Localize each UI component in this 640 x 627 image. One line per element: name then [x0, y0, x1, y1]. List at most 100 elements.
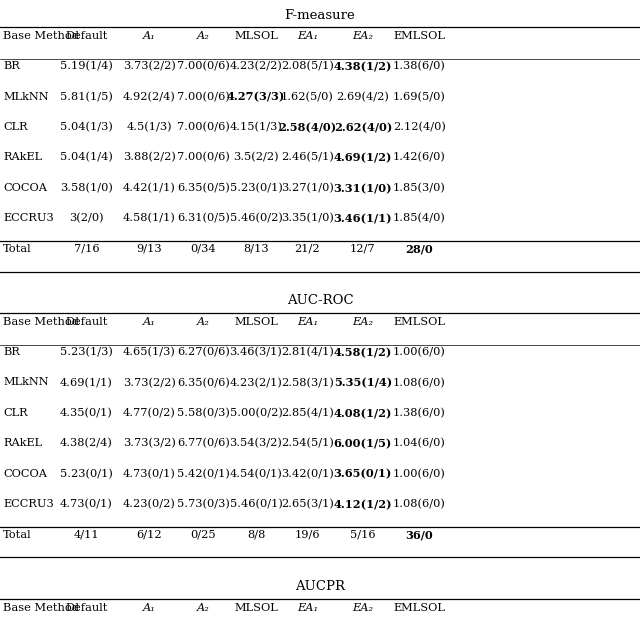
Text: EA₁: EA₁ [297, 31, 317, 41]
Text: 1.62(5/0): 1.62(5/0) [281, 92, 333, 102]
Text: 4.54(0/1): 4.54(0/1) [230, 468, 282, 479]
Text: A₂: A₂ [197, 31, 210, 41]
Text: 7.00(0/6): 7.00(0/6) [177, 92, 230, 102]
Text: 5.58(0/3): 5.58(0/3) [177, 408, 230, 418]
Text: 1.85(4/0): 1.85(4/0) [393, 213, 445, 223]
Text: 6.27(0/6): 6.27(0/6) [177, 347, 230, 357]
Text: 2.58(3/1): 2.58(3/1) [281, 377, 333, 387]
Text: EMLSOL: EMLSOL [393, 603, 445, 613]
Text: RAkEL: RAkEL [3, 438, 42, 448]
Text: ECCRU3: ECCRU3 [3, 499, 54, 509]
Text: 4/11: 4/11 [74, 529, 99, 539]
Text: EMLSOL: EMLSOL [393, 317, 445, 327]
Text: 8/13: 8/13 [243, 243, 269, 253]
Text: MLkNN: MLkNN [3, 377, 49, 387]
Text: 36/0: 36/0 [405, 529, 433, 540]
Text: 12/7: 12/7 [350, 243, 376, 253]
Text: RAkEL: RAkEL [3, 152, 42, 162]
Text: 3(2/0): 3(2/0) [69, 213, 104, 223]
Text: 1.38(6/0): 1.38(6/0) [393, 408, 445, 418]
Text: EA₂: EA₂ [353, 31, 373, 41]
Text: 2.69(4/2): 2.69(4/2) [337, 92, 389, 102]
Text: 2.62(4/0): 2.62(4/0) [333, 122, 392, 133]
Text: 3.42(0/1): 3.42(0/1) [281, 468, 333, 479]
Text: 6/12: 6/12 [136, 529, 162, 539]
Text: 4.15(1/3): 4.15(1/3) [230, 122, 282, 132]
Text: 3.73(3/2): 3.73(3/2) [123, 438, 175, 448]
Text: MLkNN: MLkNN [3, 92, 49, 102]
Text: Base Method: Base Method [3, 317, 79, 327]
Text: COCOA: COCOA [3, 183, 47, 192]
Text: 4.58(1/1): 4.58(1/1) [123, 213, 175, 223]
Text: 8/8: 8/8 [247, 529, 265, 539]
Text: 3.46(3/1): 3.46(3/1) [230, 347, 282, 357]
Text: 4.23(0/2): 4.23(0/2) [123, 499, 175, 509]
Text: 2.58(4/0): 2.58(4/0) [278, 122, 337, 133]
Text: 6.31(0/5): 6.31(0/5) [177, 213, 230, 223]
Text: 21/2: 21/2 [294, 243, 320, 253]
Text: CLR: CLR [3, 408, 28, 418]
Text: 5.46(0/2): 5.46(0/2) [230, 213, 282, 223]
Text: A₁: A₁ [143, 31, 156, 41]
Text: AUC-ROC: AUC-ROC [287, 295, 353, 307]
Text: EA₂: EA₂ [353, 317, 373, 327]
Text: 5.73(0/3): 5.73(0/3) [177, 499, 230, 509]
Text: 5.04(1/3): 5.04(1/3) [60, 122, 113, 132]
Text: 1.08(6/0): 1.08(6/0) [393, 499, 445, 509]
Text: 3.58(1/0): 3.58(1/0) [60, 183, 113, 193]
Text: EA₁: EA₁ [297, 317, 317, 327]
Text: 3.31(1/0): 3.31(1/0) [333, 183, 392, 194]
Text: 1.42(6/0): 1.42(6/0) [393, 152, 445, 162]
Text: 5.00(0/2): 5.00(0/2) [230, 408, 282, 418]
Text: 0/25: 0/25 [191, 529, 216, 539]
Text: 1.00(6/0): 1.00(6/0) [393, 468, 445, 479]
Text: BR: BR [3, 61, 20, 71]
Text: 5.23(1/3): 5.23(1/3) [60, 347, 113, 357]
Text: 4.58(1/2): 4.58(1/2) [333, 347, 392, 358]
Text: A₁: A₁ [143, 317, 156, 327]
Text: A₁: A₁ [143, 603, 156, 613]
Text: 4.73(0/1): 4.73(0/1) [60, 499, 113, 509]
Text: 3.27(1/0): 3.27(1/0) [281, 183, 333, 193]
Text: 4.92(2/4): 4.92(2/4) [123, 92, 175, 102]
Text: 2.46(5/1): 2.46(5/1) [281, 152, 333, 162]
Text: 28/0: 28/0 [405, 243, 433, 255]
Text: 4.69(1/2): 4.69(1/2) [333, 152, 392, 164]
Text: MLSOL: MLSOL [234, 603, 278, 613]
Text: BR: BR [3, 347, 20, 357]
Text: EA₂: EA₂ [353, 603, 373, 613]
Text: 5.42(0/1): 5.42(0/1) [177, 468, 230, 479]
Text: EA₁: EA₁ [297, 603, 317, 613]
Text: 3.65(0/1): 3.65(0/1) [333, 468, 392, 480]
Text: 0/34: 0/34 [191, 243, 216, 253]
Text: 3.46(1/1): 3.46(1/1) [333, 213, 392, 224]
Text: 4.27(3/3): 4.27(3/3) [227, 92, 285, 103]
Text: Total: Total [3, 529, 32, 539]
Text: 3.54(3/2): 3.54(3/2) [230, 438, 282, 448]
Text: Total: Total [3, 243, 32, 253]
Text: 7.00(0/6): 7.00(0/6) [177, 61, 230, 71]
Text: 19/6: 19/6 [294, 529, 320, 539]
Text: 4.69(1/1): 4.69(1/1) [60, 377, 113, 387]
Text: 4.12(1/2): 4.12(1/2) [333, 499, 392, 510]
Text: COCOA: COCOA [3, 468, 47, 478]
Text: 4.5(1/3): 4.5(1/3) [126, 122, 172, 132]
Text: 3.88(2/2): 3.88(2/2) [123, 152, 175, 162]
Text: 7.00(0/6): 7.00(0/6) [177, 152, 230, 162]
Text: 6.35(0/5): 6.35(0/5) [177, 183, 230, 193]
Text: EMLSOL: EMLSOL [393, 31, 445, 41]
Text: AUCPR: AUCPR [295, 581, 345, 593]
Text: 9/13: 9/13 [136, 243, 162, 253]
Text: 1.00(6/0): 1.00(6/0) [393, 347, 445, 357]
Text: 2.85(4/1): 2.85(4/1) [281, 408, 333, 418]
Text: 5.04(1/4): 5.04(1/4) [60, 152, 113, 162]
Text: 5.46(0/1): 5.46(0/1) [230, 499, 282, 509]
Text: 2.12(4/0): 2.12(4/0) [393, 122, 445, 132]
Text: 1.04(6/0): 1.04(6/0) [393, 438, 445, 448]
Text: 1.38(6/0): 1.38(6/0) [393, 61, 445, 71]
Text: 2.81(4/1): 2.81(4/1) [281, 347, 333, 357]
Text: 4.08(1/2): 4.08(1/2) [333, 408, 392, 419]
Text: Default: Default [65, 31, 108, 41]
Text: 7/16: 7/16 [74, 243, 99, 253]
Text: 5.35(1/4): 5.35(1/4) [333, 377, 392, 389]
